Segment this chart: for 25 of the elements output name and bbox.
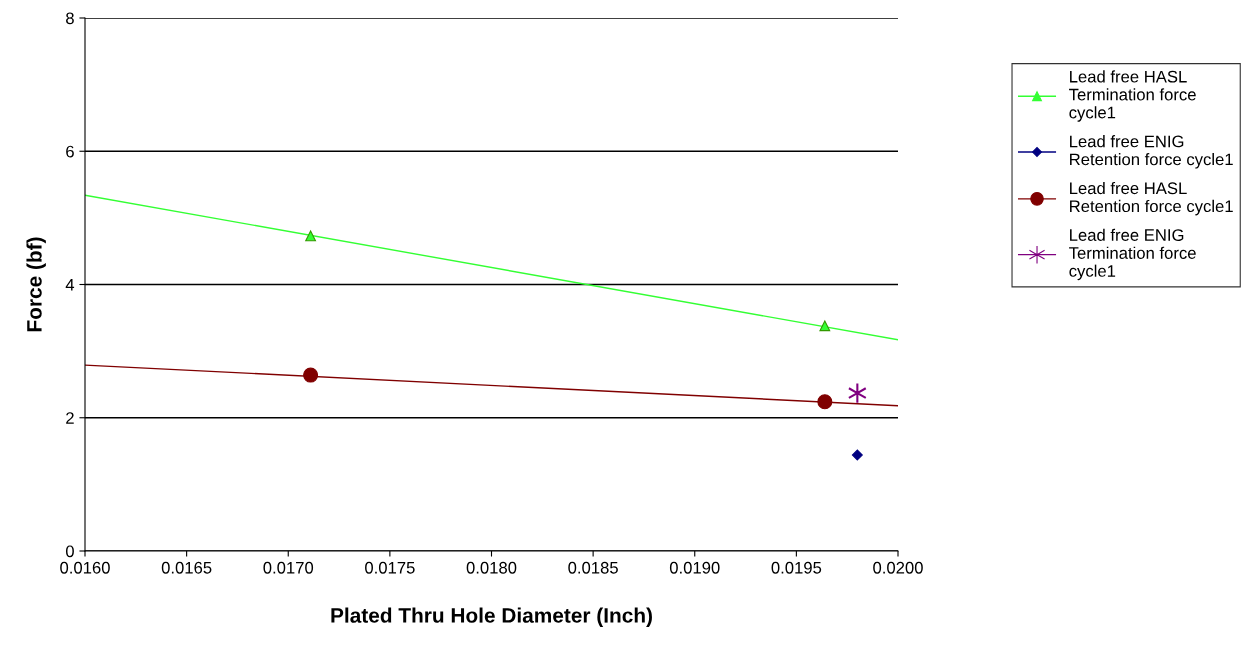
x-tick-label: 0.0175 [365,561,415,574]
x-tick-label: 0.0170 [263,561,314,574]
point [305,230,317,242]
x-tick-label: 0.0195 [771,561,822,574]
x-tick-label: 0.0160 [60,561,110,574]
point [817,394,833,410]
x-tick-label: 0.0185 [568,561,618,574]
x-tick-label: 0.0190 [669,561,720,574]
point [851,449,863,461]
legend-label: Lead free HASL Retention force cycle1 [1070,181,1233,216]
y-axis-title: Force (bf) [26,237,46,332]
legend-label: Lead free ENIG Retention force cycle1 [1070,135,1233,169]
legend-label: Lead free HASL Termination force cycle1 [1069,70,1196,122]
legend-label: Lead free ENIG Termination force cycle1 [1069,228,1196,281]
x-axis-title: Plated Thru Hole Diameter (Inch) [331,607,652,627]
x-tick-label: 0.0200 [873,561,923,574]
x-tick-label: 0.0180 [466,561,517,574]
y-tick-label: 8 [66,12,74,25]
point [303,367,319,383]
y-tick-label: 6 [66,145,74,158]
y-tick-label: 4 [65,279,75,291]
y-tick-label: 2 [66,412,74,424]
point [819,320,831,332]
x-tick-label: 0.0165 [161,561,212,574]
y-tick-label: 0 [65,545,74,558]
